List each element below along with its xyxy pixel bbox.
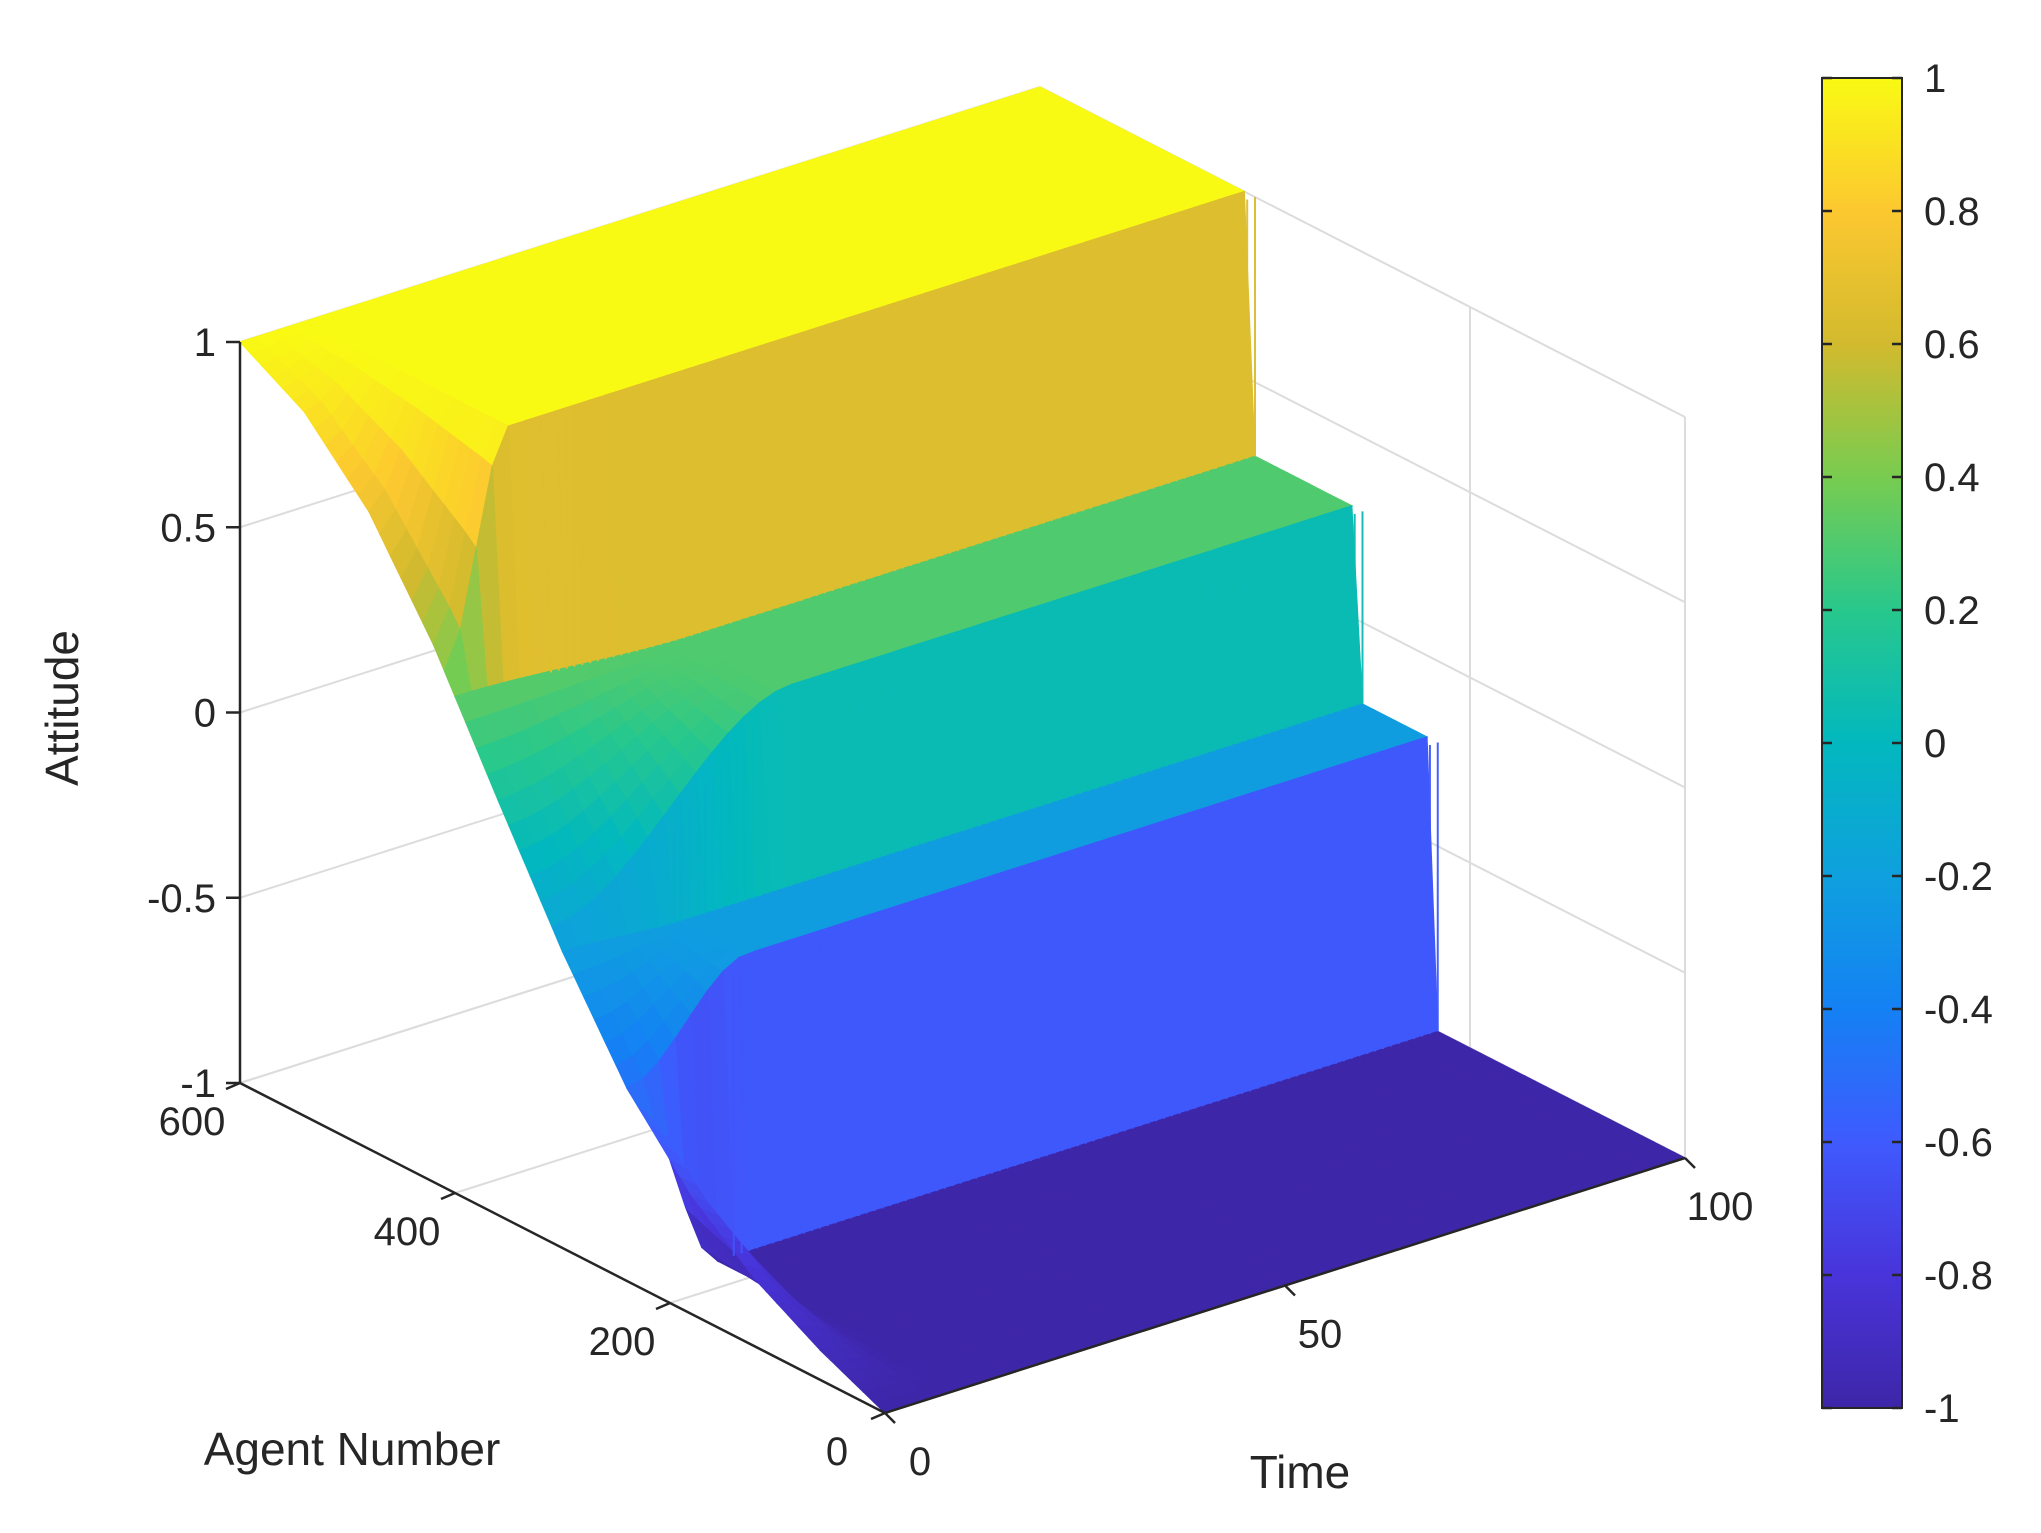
colorbar-tick-label: 1	[1924, 57, 1946, 101]
z-tick-label: 1	[194, 321, 216, 365]
y-tick-label: 200	[589, 1320, 656, 1364]
x-tick-label: 100	[1687, 1185, 1754, 1229]
colorbar-tick-label: 0.6	[1924, 323, 1980, 367]
z-tick-label: -0.5	[147, 877, 216, 921]
z-tick-label: 0	[194, 692, 216, 736]
y-tick-label: 600	[159, 1100, 226, 1144]
z-tick-label: 0.5	[160, 506, 216, 550]
y-tick-label: 400	[374, 1210, 441, 1254]
y-tick	[655, 1301, 671, 1311]
colorbar-tick-label: -0.8	[1924, 1254, 1993, 1298]
colorbar-ticks: -1 -0.8 -0.6 -0.4 -0.2 0 0.2 0.4 0.6 0.8 1	[1822, 57, 1993, 1431]
colorbar-tick-label: 0.8	[1924, 190, 1980, 234]
y-axis-label: Agent Number	[204, 1423, 501, 1475]
colorbar-tick-label: -1	[1924, 1387, 1960, 1431]
colorbar-tick-label: 0	[1924, 722, 1946, 766]
x-axis-label: Time	[1250, 1446, 1351, 1498]
y-axis-line	[239, 1081, 886, 1415]
x-tick-label: 0	[909, 1440, 931, 1484]
x-tick-label: 50	[1298, 1313, 1343, 1357]
colorbar: -1 -0.8 -0.6 -0.4 -0.2 0 0.2 0.4 0.6 0.8 1	[1821, 57, 1993, 1431]
colorbar-fill	[1821, 77, 1903, 1409]
colorbar-tick-label: -0.6	[1924, 1121, 1993, 1165]
y-tick	[870, 1411, 886, 1421]
colorbar-tick-label: 0.4	[1924, 456, 1980, 500]
y-tick-label: 0	[826, 1430, 848, 1474]
x-tick	[1684, 1157, 1696, 1169]
colorbar-tick-label: 0.2	[1924, 589, 1980, 633]
x-tick	[1284, 1284, 1296, 1297]
x-tick	[884, 1412, 896, 1424]
z-axis-label: Attitude	[36, 630, 88, 786]
colorbar-tick-label: -0.4	[1924, 988, 1993, 1032]
surface-plot	[238, 86, 1687, 1414]
colorbar-tick-label: -0.2	[1924, 855, 1993, 899]
y-tick	[440, 1191, 456, 1201]
tick-labels: 0 50 100 0 200 400 600-1 -0.5 0 0.5 1	[147, 321, 1753, 1484]
z-tick-label: -1	[180, 1062, 216, 1106]
